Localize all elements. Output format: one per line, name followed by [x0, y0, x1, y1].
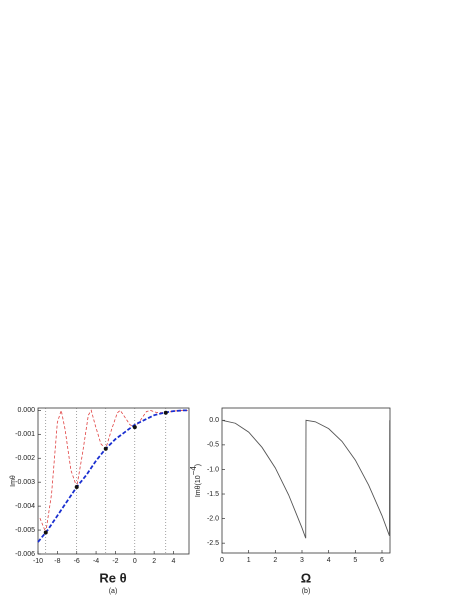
x-tick-label: 2 — [273, 557, 277, 564]
x-tick-label: -2 — [112, 558, 118, 565]
x-axis-label: Re θ — [99, 570, 126, 585]
x-tick-label: 5 — [353, 557, 357, 564]
y-tick-label: 0.000 — [17, 407, 35, 414]
y-tick-label: -1.0 — [207, 466, 219, 473]
y-axis-label: Imθ(10−4) — [189, 464, 202, 497]
panel-label: (a) — [109, 588, 118, 595]
x-tick-label: 6 — [380, 557, 384, 564]
y-tick-label: -2.0 — [207, 515, 219, 522]
point — [103, 446, 108, 451]
y-tick-label: -1.5 — [207, 491, 219, 498]
y-tick-label: -0.001 — [15, 431, 35, 438]
x-tick-label: 4 — [327, 557, 331, 564]
series-line — [221, 419, 391, 539]
y-axis-label-part: −4 — [189, 466, 198, 476]
x-tick-label: 1 — [247, 557, 251, 564]
x-tick-label: 0 — [220, 557, 224, 564]
plot-frame — [37, 407, 190, 555]
y-axis-label-part: Imθ(10 — [195, 475, 202, 497]
point — [163, 410, 168, 415]
x-tick-label: 4 — [172, 558, 176, 565]
x-tick-label: -8 — [54, 558, 60, 565]
panel-label: (b) — [302, 588, 311, 595]
point — [74, 484, 79, 489]
point — [43, 530, 48, 535]
x-axis-label: Ω — [301, 570, 311, 585]
y-tick-label: -0.006 — [15, 551, 35, 558]
y-tick-label: 0.0 — [209, 417, 219, 424]
y-tick-label: -0.5 — [207, 442, 219, 449]
x-tick-label: -6 — [74, 558, 80, 565]
x-tick-label: 2 — [152, 558, 156, 565]
y-tick-label: -0.005 — [15, 527, 35, 534]
y-tick-label: -0.002 — [15, 455, 35, 462]
y-tick-label: -0.004 — [15, 503, 35, 510]
series-line — [37, 409, 189, 543]
y-tick-label: -0.003 — [15, 479, 35, 486]
x-tick-label: 3 — [300, 557, 304, 564]
y-axis-label-part: ) — [195, 464, 202, 466]
point — [132, 425, 137, 430]
series-line — [39, 408, 189, 534]
x-tick-label: -10 — [33, 558, 43, 565]
x-tick-label: 0 — [133, 558, 137, 565]
y-axis-label: Imθ — [10, 475, 17, 487]
y-tick-label: -2.5 — [207, 540, 219, 547]
x-tick-label: -4 — [93, 558, 99, 565]
